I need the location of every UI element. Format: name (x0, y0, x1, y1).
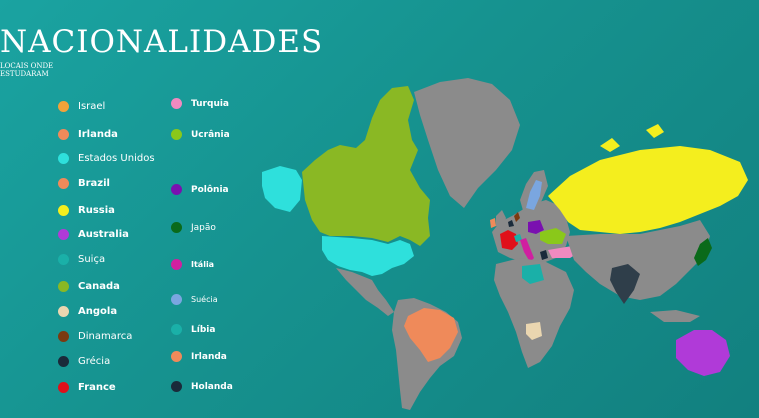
legend-dot (171, 98, 182, 109)
legend-item-suica: Suiça (58, 254, 105, 265)
mexico-shape (336, 268, 394, 316)
indonesia-shape (650, 310, 700, 322)
legend-label: France (78, 382, 116, 393)
legend-item-russia: Russia (58, 205, 115, 216)
legend-item-angola: Angola (58, 306, 117, 317)
italy-shape (520, 238, 534, 262)
france-shape (500, 230, 518, 250)
legend-label: Angola (78, 306, 118, 317)
legend-label: Brazil (78, 178, 110, 189)
australia-shape (676, 330, 730, 376)
legend-item-japao: Japão (171, 222, 216, 233)
legend-label: Irlanda (191, 351, 227, 362)
legend-dot (58, 153, 69, 164)
legend-dot (171, 129, 182, 140)
northern-canada-islands-shape (470, 112, 494, 130)
legend-label: Ucrânia (191, 129, 230, 140)
india-shape (610, 264, 640, 304)
japan-shape (694, 238, 712, 266)
legend-dot (171, 351, 182, 362)
libya-shape (522, 264, 544, 284)
legend-label: Grécia (78, 356, 111, 367)
legend-item-israel: Israel (58, 101, 105, 112)
legend-item-canada: Canada (58, 281, 120, 292)
legend-dot (171, 381, 182, 392)
legend-dot (58, 306, 69, 317)
legend-dot (58, 331, 69, 342)
legend-item-italia: Itália (171, 259, 214, 270)
legend-dot (171, 184, 182, 195)
brazil-shape (404, 308, 458, 362)
legend-label: Japão (191, 222, 216, 233)
legend-dot (58, 178, 69, 189)
legend-dot (58, 254, 69, 265)
legend-label: Turquia (191, 98, 230, 109)
asia-shape (566, 220, 710, 300)
ukraine-shape (540, 228, 566, 244)
arctic-islands-shape (600, 124, 664, 152)
page-subtitle: LOCAIS ONDE ESTUDARAM (0, 62, 53, 78)
legend-dot (171, 222, 182, 233)
legend-item-libia: Líbia (171, 324, 215, 335)
legend-item-holanda: Holanda (171, 381, 233, 392)
russia-shape (548, 146, 748, 234)
subtitle-line-2: ESTUDARAM (0, 70, 49, 78)
subtitle-line-1: LOCAIS ONDE (0, 62, 54, 70)
legend-item-irlanda: Irlanda (58, 129, 118, 140)
legend-item-suecia: Suécia (171, 294, 218, 305)
greece-shape (540, 250, 548, 260)
legend-dot (58, 356, 69, 367)
legend-dot (58, 129, 69, 140)
legend-label: Israel (78, 101, 106, 112)
legend-label: Itália (191, 260, 215, 269)
alaska-shape (262, 166, 302, 212)
legend-label: Canada (78, 281, 120, 292)
poland-shape (528, 220, 544, 234)
legend-dot (171, 324, 182, 335)
legend-dot (171, 259, 182, 270)
canada-shape (302, 86, 430, 246)
africa-shape (494, 258, 574, 368)
canada-islands-shape (378, 104, 410, 138)
legend-label: Líbia (191, 324, 216, 335)
legend-label: Dinamarca (78, 331, 133, 342)
legend-label: Suiça (78, 254, 106, 265)
legend-dot (171, 294, 182, 305)
legend-item-france: France (58, 382, 116, 393)
legend-label: Russia (78, 205, 115, 216)
page-title: NACIONALIDADES (0, 24, 324, 60)
netherlands-shape (508, 220, 514, 227)
legend-item-brazil: Brazil (58, 178, 110, 189)
legend-label: Suécia (191, 295, 218, 304)
usa-shape (322, 236, 414, 276)
legend-dot (58, 101, 69, 112)
legend-item-dinamarca: Dinamarca (58, 331, 132, 342)
angola-shape (526, 322, 542, 340)
legend-item-irlanda-2: Irlanda (171, 351, 227, 362)
legend-item-polonia: Polônia (171, 184, 229, 195)
uk-shape (496, 210, 506, 228)
sweden-shape (526, 180, 542, 210)
legend-item-turquia: Turquia (171, 98, 229, 109)
legend-item-australia: Australia (58, 229, 129, 240)
legend-dot (58, 229, 69, 240)
denmark-shape (514, 212, 520, 222)
legend-label: Irlanda (78, 129, 118, 140)
legend-dot (58, 205, 69, 216)
legend-label: Polônia (191, 184, 229, 195)
legend-label: Australia (78, 229, 129, 240)
ireland-shape (490, 218, 496, 228)
legend-label: Holanda (191, 381, 233, 392)
legend-item-ucrania: Ucrânia (171, 129, 230, 140)
greenland-shape (414, 78, 520, 208)
legend-label: Estados Unidos (78, 153, 155, 164)
legend-dot (58, 281, 69, 292)
legend-item-estados-unidos: Estados Unidos (58, 153, 155, 164)
legend-dot (58, 382, 69, 393)
legend-item-grecia: Grécia (58, 356, 110, 367)
